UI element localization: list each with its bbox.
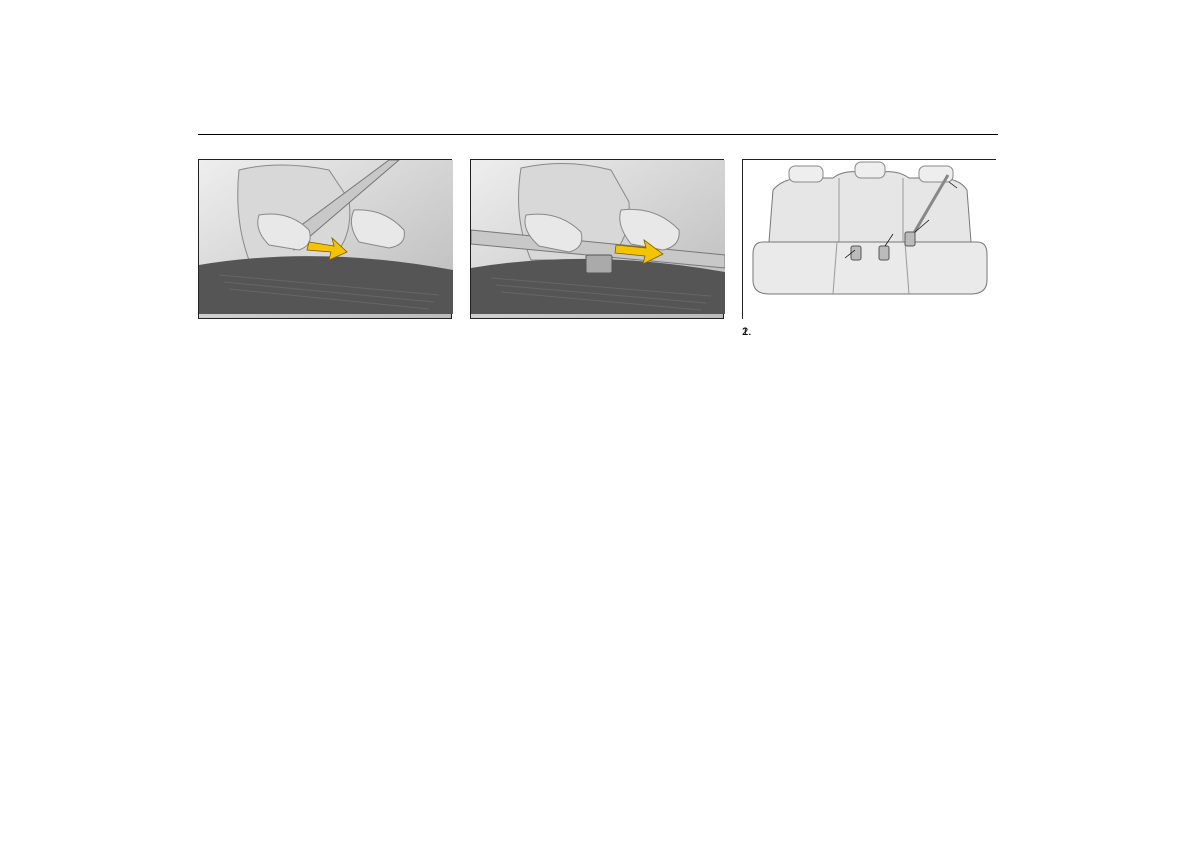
column-right xyxy=(742,153,996,325)
columns xyxy=(198,153,998,325)
registration-mark-right xyxy=(1042,410,1070,438)
column-middle xyxy=(470,153,724,325)
figure-rear-seat xyxy=(742,159,996,319)
page-content xyxy=(198,132,998,325)
figure-seatbelt-adjust xyxy=(198,159,452,319)
page-header xyxy=(198,132,998,135)
registration-mark-top xyxy=(586,58,614,86)
registration-mark-left xyxy=(130,410,158,438)
registration-mark-bottom xyxy=(586,766,614,794)
column-left xyxy=(198,153,452,325)
figure-seatbelt-release xyxy=(470,159,724,319)
